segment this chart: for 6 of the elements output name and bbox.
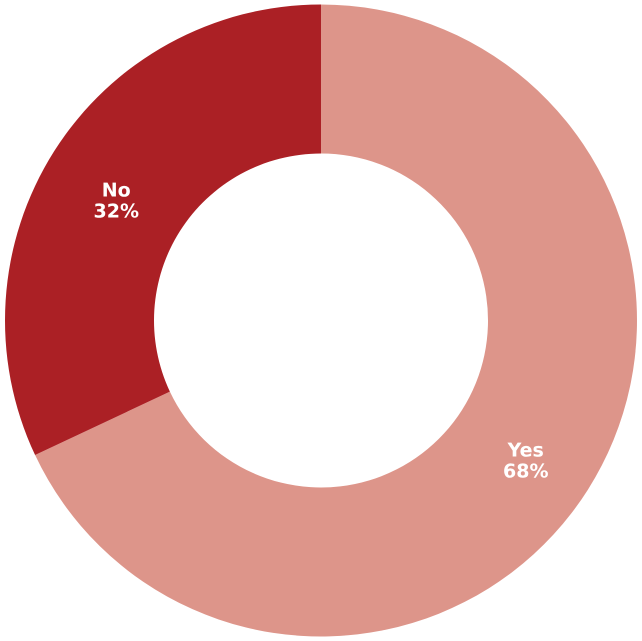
data-label: 68% [503,460,548,482]
donut-slice [6,4,321,456]
data-label: 32% [94,200,139,223]
slice-label: No [102,180,131,202]
donut-slice [35,4,637,636]
slice-label: Yes [506,439,544,462]
